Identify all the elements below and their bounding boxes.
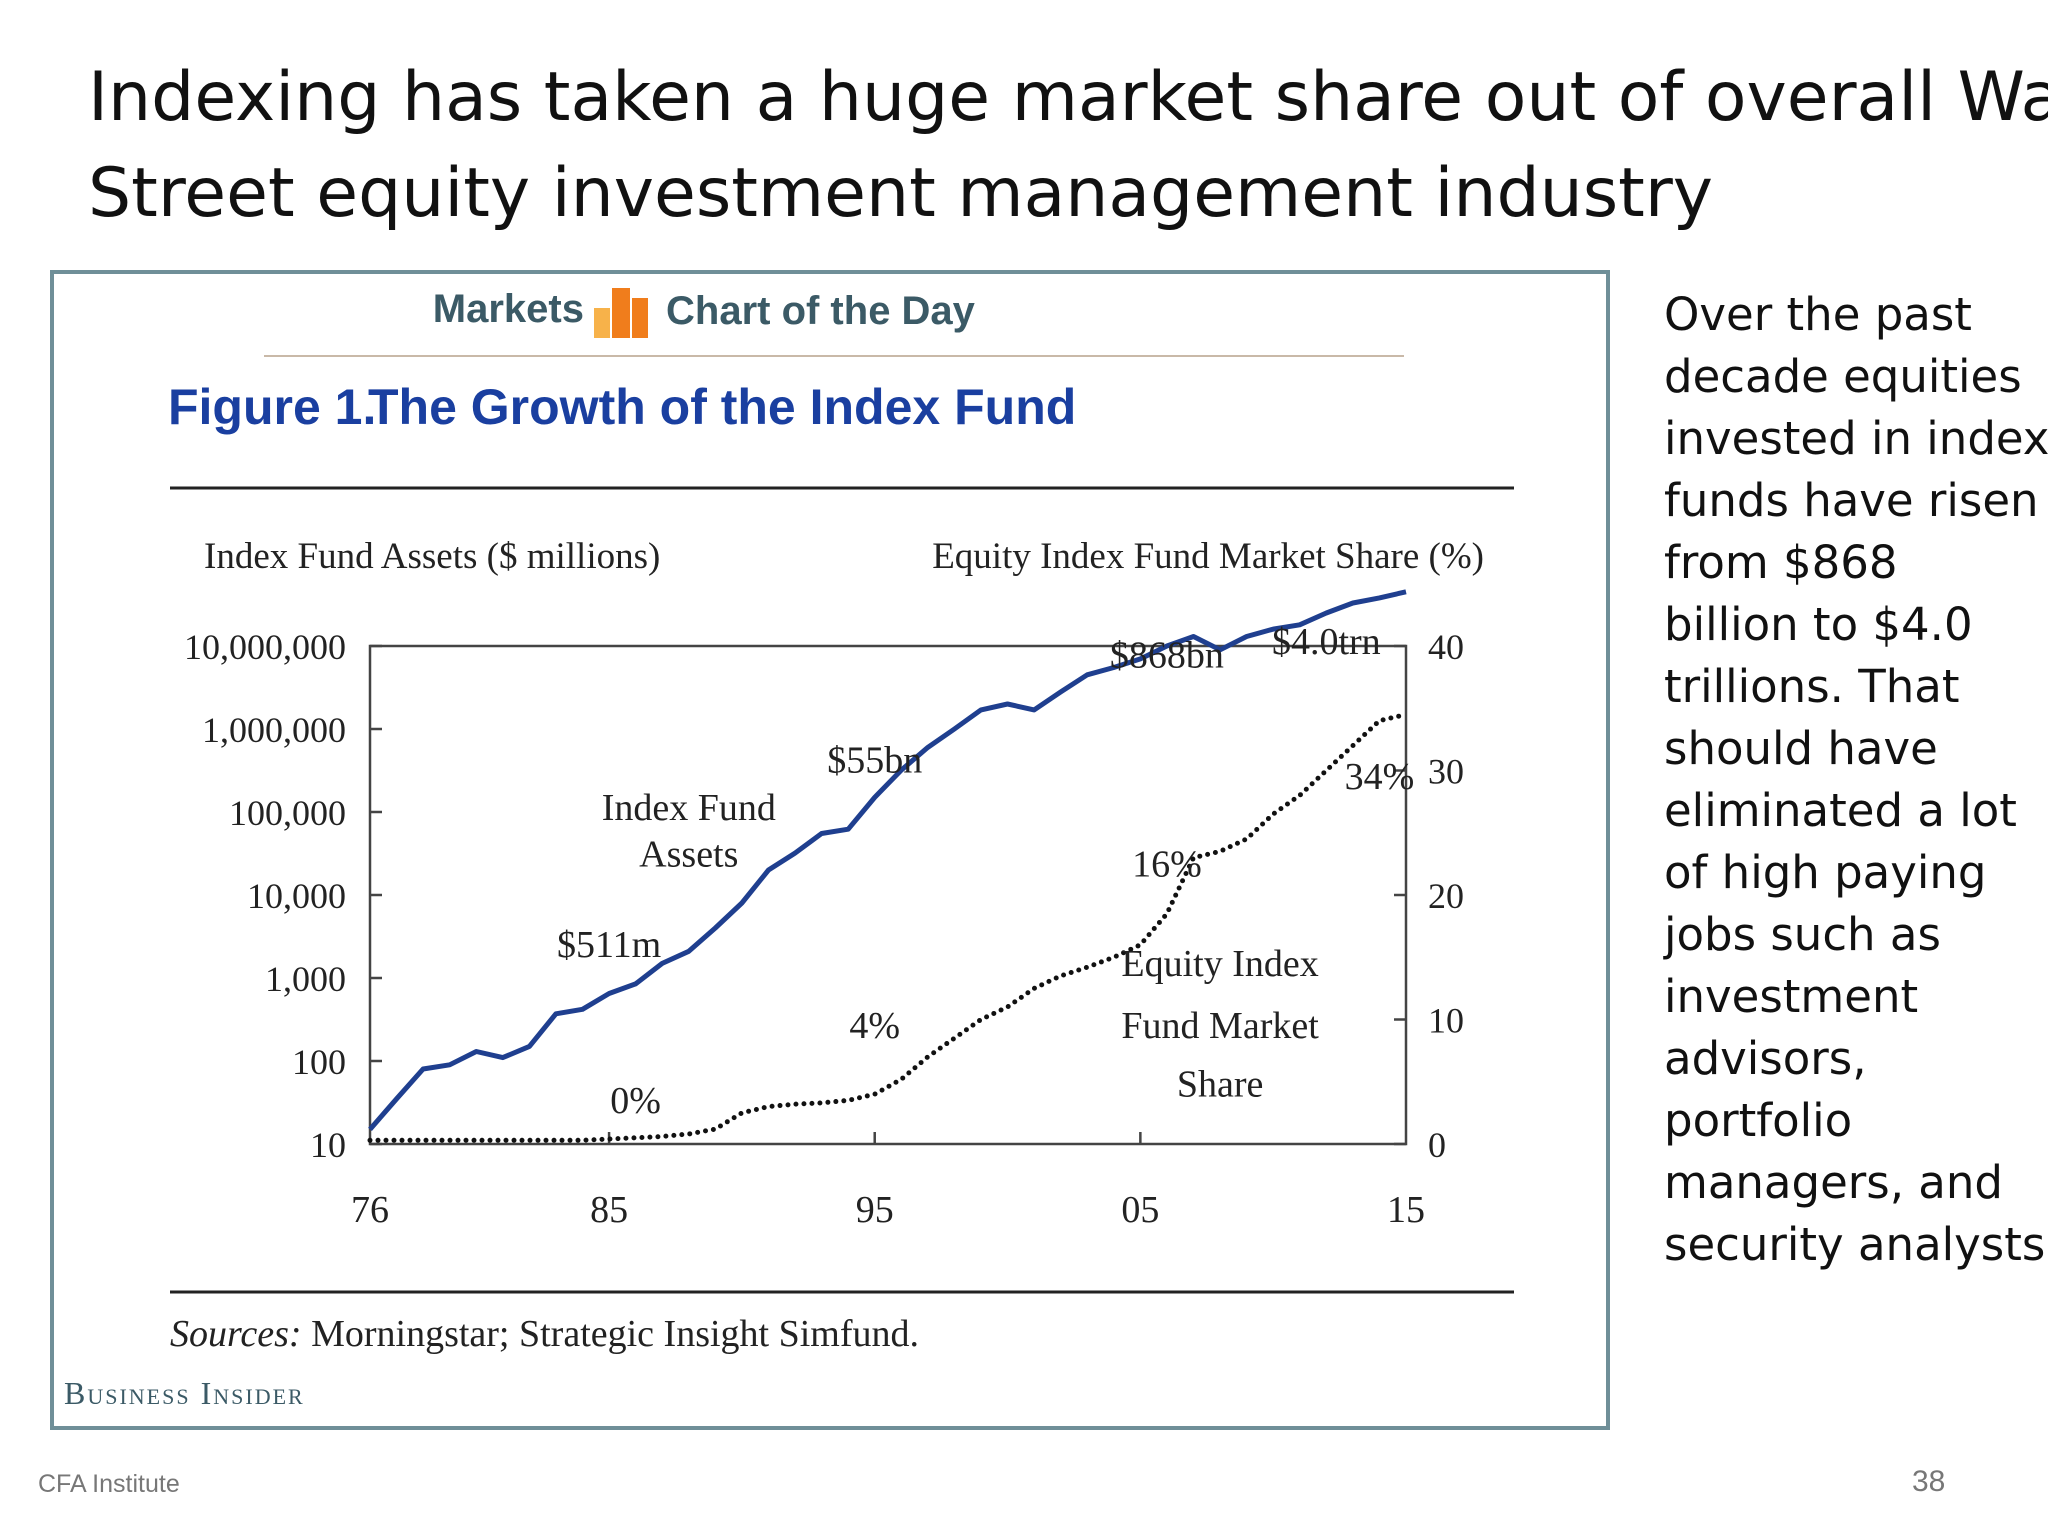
right-tick-label: 0 — [1428, 1125, 1446, 1165]
left-tick-label: 10,000,000 — [184, 627, 346, 667]
chart-annotation: $4.0trn — [1272, 621, 1381, 663]
chart-annotation: $511m — [557, 924, 661, 966]
x-tick-label: 85 — [590, 1189, 628, 1231]
footer-org: CFA Institute — [38, 1470, 180, 1498]
left-tick-label: 100 — [292, 1042, 346, 1082]
right-axis-title: Equity Index Fund Market Share (%) — [932, 536, 1484, 577]
chart-annotation: Assets — [639, 834, 738, 876]
chart-of-the-day-logo-icon — [594, 288, 648, 338]
index-fund-chart: Markets Chart of the Day Figure 1. The G… — [64, 287, 1514, 1411]
side-text-line: managers, and — [1664, 1156, 2003, 1209]
slide-title: Indexing has taken a huge market share o… — [88, 50, 2048, 242]
right-tick-label: 40 — [1428, 627, 1464, 667]
left-tick-label: 1,000 — [265, 959, 346, 999]
side-text-line: advisors, — [1664, 1032, 1867, 1085]
sources-text: Morningstar; Strategic Insight Simfund. — [302, 1313, 919, 1355]
index-fund-assets-line — [368, 589, 1407, 1132]
chart-annotation: $55bn — [827, 739, 922, 781]
side-text-line: Over the past — [1664, 288, 1972, 341]
side-text-line: jobs such as — [1664, 908, 1941, 961]
chart-annotation: 34% — [1345, 756, 1415, 798]
side-text-line: trillions. That — [1664, 660, 1960, 713]
right-axis: 0 10 20 30 40 — [1394, 627, 1464, 1165]
x-tick-label: 05 — [1121, 1189, 1159, 1231]
chart-annotation: Equity Index — [1121, 943, 1318, 985]
chart-annotation: Index Fund — [602, 787, 776, 829]
left-tick-label: 1,000,000 — [202, 710, 346, 750]
left-axis-title: Index Fund Assets ($ millions) — [204, 536, 660, 577]
slide-title-line-1: Indexing has taken a huge market share o… — [88, 58, 2048, 137]
side-text-line: investment — [1664, 970, 1919, 1023]
banner-markets: Markets — [433, 287, 584, 331]
chart-annotation: $868bn — [1110, 635, 1224, 677]
left-tick-label: 100,000 — [229, 793, 346, 833]
side-text-line: of high paying — [1664, 846, 1987, 899]
x-tick-label: 95 — [856, 1189, 894, 1231]
chart-annotation: 16% — [1132, 843, 1202, 885]
right-tick-label: 10 — [1428, 1001, 1464, 1041]
right-tick-label: 20 — [1428, 876, 1464, 916]
right-tick-label: 30 — [1428, 752, 1464, 792]
market-share-line — [367, 712, 1409, 1143]
annotation-layer: Index Fund Assets $511m $55bn $868bn $4.0trn 0… — [557, 621, 1414, 1122]
publisher-logo: Business Insider — [64, 1375, 305, 1411]
side-text-line: portfolio — [1664, 1094, 1853, 1147]
chart-annotation: 4% — [849, 1005, 900, 1047]
side-text-line: eliminated a lot — [1664, 784, 2017, 837]
sources-prefix: Sources: — [170, 1313, 302, 1355]
side-text-line: from $868 — [1664, 536, 1898, 589]
x-tick-label: 76 — [351, 1189, 389, 1231]
left-axis: 10 100 1,000 10,000 100,000 1,000,000 10,000,0… — [184, 627, 382, 1165]
chart-annotation: Share — [1177, 1064, 1264, 1106]
page-number: 38 — [1912, 1465, 1946, 1498]
side-text-line: billion to $4.0 — [1664, 598, 1973, 651]
side-text-line: should have — [1664, 722, 1938, 775]
side-text-line: decade equities — [1664, 350, 2022, 403]
series-layer — [367, 589, 1409, 1143]
sources-note: Sources: Morningstar; Strategic Insight … — [170, 1313, 919, 1355]
banner-chart-of-the-day: Chart of the Day — [666, 289, 976, 333]
chart-annotation: Fund Market — [1121, 1005, 1319, 1047]
side-commentary: Over the past decade equities invested in … — [1664, 284, 2048, 1276]
x-axis: 76 85 95 05 15 — [351, 1132, 1425, 1231]
figure-panel: Markets Chart of the Day Figure 1. The G… — [50, 270, 1610, 1430]
chart-annotation: 0% — [610, 1080, 661, 1122]
side-text-line: invested in index — [1664, 412, 2048, 465]
x-tick-label: 15 — [1387, 1189, 1425, 1231]
side-text-line: funds have risen — [1664, 474, 2039, 527]
figure-title: The Growth of the Index Fund — [368, 379, 1076, 435]
left-tick-label: 10,000 — [247, 876, 346, 916]
figure-label: Figure 1. — [168, 379, 376, 435]
slide-title-line-2: Street equity investment management indu… — [88, 154, 1714, 233]
side-text-line: security analysts — [1664, 1218, 2046, 1271]
left-tick-label: 10 — [310, 1125, 346, 1165]
